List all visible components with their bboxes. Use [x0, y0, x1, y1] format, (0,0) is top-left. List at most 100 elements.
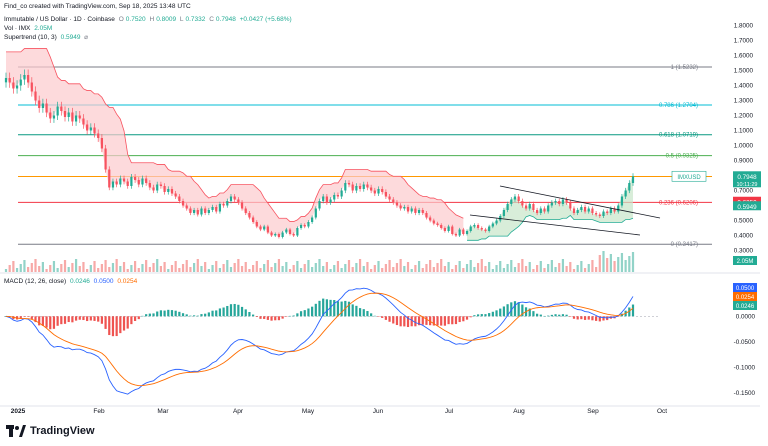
macd-histogram-bar: [303, 310, 306, 317]
macd-histogram-bar: [119, 316, 122, 334]
macd-histogram-bar: [299, 311, 303, 317]
candle-body: [211, 207, 214, 210]
candle-body: [410, 208, 413, 212]
macd-line: [5, 287, 634, 395]
volume-bar: [425, 264, 428, 272]
candle-body: [550, 202, 553, 206]
candle-body: [528, 204, 531, 209]
macd-histogram-bar: [631, 304, 635, 317]
candle-body: [451, 226, 454, 234]
volume-bar: [226, 260, 229, 272]
candle-body: [465, 231, 469, 234]
volume-bar: [595, 267, 598, 272]
volume-bar: [506, 264, 509, 272]
macd-histogram-bar: [133, 316, 137, 321]
candle-body: [325, 196, 328, 203]
macd-histogram-bar: [580, 316, 583, 320]
candle-body: [358, 186, 362, 189]
volume-bar: [38, 266, 41, 272]
macd-histogram-bar: [23, 316, 26, 317]
macd-histogram-bar: [126, 316, 129, 329]
volume-bar: [347, 260, 351, 272]
candle-body: [495, 220, 498, 224]
price-tag-box: [733, 171, 761, 188]
volume-bar: [311, 267, 314, 272]
macd-histogram-bar: [502, 306, 506, 317]
macd-histogram-bar: [381, 316, 384, 318]
macd-histogram-bar: [292, 315, 295, 317]
volume-bar: [12, 261, 15, 272]
volume-bar: [392, 267, 395, 272]
candle-body: [602, 211, 605, 216]
volume-bar: [395, 263, 399, 272]
macd-histogram-bar: [86, 316, 89, 322]
volume-bar: [421, 268, 424, 272]
macd-histogram-bar: [587, 316, 590, 320]
price-axis-tick: 0.9000: [734, 158, 754, 165]
volume-bar: [122, 262, 126, 272]
volume-bar: [159, 266, 163, 272]
volume-bar: [126, 269, 129, 272]
candle-body: [78, 115, 81, 119]
trendline-upper: [499, 185, 661, 219]
candle-body: [307, 222, 310, 227]
candle-body: [185, 205, 188, 209]
volume-bar: [237, 259, 240, 272]
macd-histogram-bar: [277, 316, 281, 321]
candle-body: [521, 201, 524, 206]
macd-histogram-bar: [93, 316, 96, 321]
volume-bar: [447, 262, 450, 272]
macd-histogram-bar: [373, 315, 376, 317]
candle-body: [204, 208, 207, 213]
candle-body: [473, 225, 476, 227]
volume-bar: [296, 261, 299, 272]
macd-histogram-bar: [513, 301, 517, 317]
macd-histogram-bar: [406, 316, 410, 328]
macd-histogram-bar: [255, 316, 258, 317]
candle-body: [163, 186, 166, 192]
macd-histogram-bar: [266, 316, 269, 320]
candle-body: [491, 223, 494, 227]
macd-histogram-bar: [229, 304, 233, 317]
macd-histogram-bar: [532, 311, 535, 317]
volume-bar: [244, 262, 247, 272]
candle-body: [145, 178, 148, 183]
volume-bar: [211, 265, 214, 272]
macd-histogram-bar: [189, 315, 192, 317]
candle-body: [49, 112, 52, 119]
price-axis-tick: 1.0000: [734, 143, 754, 150]
candle-body: [299, 225, 303, 228]
macd-histogram-bar: [583, 316, 587, 320]
volume-bar: [333, 265, 336, 272]
candle-body: [19, 79, 22, 86]
macd-histogram-bar: [233, 303, 236, 317]
candle-body: [606, 211, 609, 213]
macd-histogram-bar: [451, 316, 454, 325]
eye-icon[interactable]: ⌀: [84, 34, 89, 41]
volume-bar: [462, 268, 465, 272]
volume-bar: [624, 260, 627, 272]
time-axis-label: Mar: [157, 408, 169, 415]
candle-body: [67, 112, 70, 117]
volume-bar: [539, 261, 542, 272]
change-value: +0.0427 (+5.68%): [239, 16, 292, 23]
volume-bar: [613, 261, 616, 272]
candle-body: [115, 181, 118, 185]
candle-body: [196, 210, 199, 215]
volume-bar: [451, 269, 454, 272]
macd-histogram-bar: [347, 301, 351, 317]
macd-histogram-bar: [240, 306, 244, 317]
candle-body: [595, 213, 598, 215]
macd-histogram-bar: [535, 313, 539, 317]
legend-supertrend: Supertrend (10, 3) 0.5949 ⌀: [4, 34, 89, 41]
candle-body: [344, 183, 347, 191]
volume-bar: [104, 260, 107, 272]
candle-body: [583, 207, 587, 212]
volume-bar: [598, 255, 601, 272]
candle-body: [543, 208, 546, 212]
volume-tag-box: [733, 256, 757, 265]
volume-bar: [207, 269, 210, 272]
candle-body: [52, 115, 56, 119]
supertrend-down-line: [6, 48, 464, 222]
volume-bar: [344, 264, 347, 272]
